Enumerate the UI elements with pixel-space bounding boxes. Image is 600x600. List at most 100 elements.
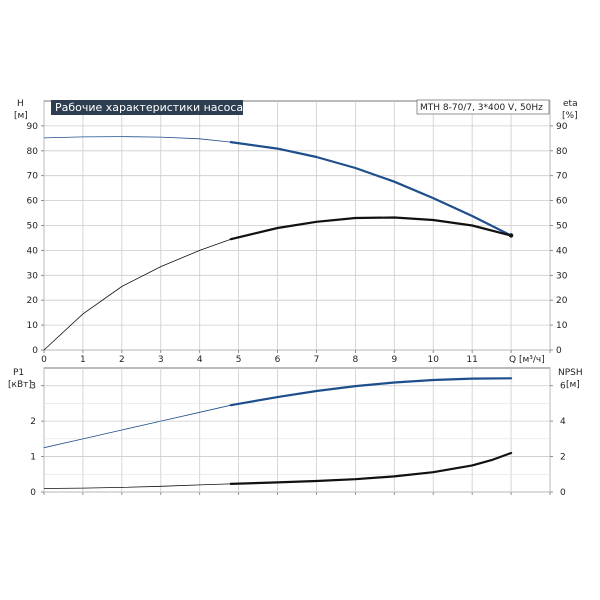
npsh-axis-label-name: NPSH (558, 368, 583, 378)
q-tick-label: 3 (158, 355, 164, 365)
npsh-tick-label: 4 (560, 417, 566, 427)
eta-point (472, 225, 473, 226)
npsh-point (316, 480, 317, 481)
h-tick-label: 70 (27, 172, 39, 182)
top-grid (43, 101, 551, 351)
h-tick-label: 60 (27, 197, 39, 207)
eta-point (433, 219, 434, 220)
top-curves (43, 136, 514, 351)
npsh-point (121, 487, 122, 488)
eta-tick-label: 10 (556, 321, 568, 331)
npsh-point (491, 460, 492, 461)
q-tick-label: 6 (275, 355, 281, 365)
h-axis-label-unit: [м] (14, 111, 28, 121)
npsh-point (355, 479, 356, 480)
q-tick-label: 10 (428, 355, 440, 365)
p1-point (316, 390, 317, 391)
npsh-point (160, 486, 161, 487)
h-point (82, 136, 83, 137)
h-point (277, 148, 278, 149)
eta-tick-label: 70 (556, 172, 568, 182)
p1-curve-operating (229, 377, 513, 407)
eta-tick-label: 40 (556, 246, 568, 256)
npsh-point (199, 484, 200, 485)
h-point (433, 198, 434, 199)
h-tick-label: 90 (27, 122, 39, 132)
eta-tick-label: 60 (556, 197, 568, 207)
bottom-grid (43, 368, 551, 495)
eta-point (121, 286, 122, 287)
h-point (394, 181, 395, 182)
q-tick-label: 8 (353, 355, 359, 365)
q-axis-label: Q [м³/ч] (509, 355, 545, 365)
npsh-tick-label: 6 (560, 382, 566, 392)
h-tick-label: 20 (27, 296, 39, 306)
h-eta-end-marker (508, 233, 514, 238)
model-label: MTH 8-70/7, 3*400 V, 50Hz (420, 103, 543, 113)
eta-point (316, 221, 317, 222)
p1-point (277, 396, 278, 397)
model-box (416, 99, 550, 115)
h-axis-label-name: H (17, 99, 24, 109)
npsh-point (472, 465, 473, 466)
p1-point (121, 429, 122, 430)
q-tick-label: 2 (119, 355, 125, 365)
eta-tick-label: 80 (556, 147, 568, 157)
npsh-point (230, 483, 231, 484)
h-point (160, 137, 161, 138)
chart-title-box (51, 100, 243, 115)
h-point (43, 137, 44, 138)
p1-tick-label: 1 (30, 453, 36, 463)
p1-tick-label: 0 (30, 488, 36, 498)
bottom-ticks: 0 1 2 3 0 2 4 6 (30, 382, 566, 498)
q-tick-label: 4 (197, 355, 203, 365)
h-tick-label: 0 (32, 346, 38, 356)
eta-tick-label: 20 (556, 296, 568, 306)
h-point (316, 156, 317, 157)
q-tick-label: 7 (314, 355, 320, 365)
npsh-tick-label: 0 (560, 488, 566, 498)
eta-axis-label-name: eta (563, 99, 578, 109)
eta-tick-label: 0 (556, 346, 562, 356)
npsh-tick-label: 2 (560, 453, 566, 463)
eta-tick-label: 50 (556, 222, 568, 232)
eta-tick-label: 30 (556, 271, 568, 281)
h-point (355, 167, 356, 168)
eta-point (394, 217, 395, 218)
h-tick-label: 10 (27, 321, 39, 331)
eta-curve-operating (229, 216, 513, 241)
p1-point (472, 378, 473, 379)
p1-point (433, 379, 434, 380)
npsh-curve-operating (229, 451, 513, 485)
p1-axis-label-name: P1 (13, 368, 24, 378)
h-tick-label: 80 (27, 147, 39, 157)
h-point (199, 138, 200, 139)
npsh-point (277, 482, 278, 483)
p1-point (355, 385, 356, 386)
h-point (230, 141, 231, 142)
h-curve-operating (229, 141, 513, 237)
p1-point (199, 412, 200, 413)
eta-tick-label: 90 (556, 122, 568, 132)
npsh-point (510, 452, 511, 453)
p1-tick-label: 2 (30, 417, 36, 427)
npsh-point (82, 488, 83, 489)
eta-point (277, 227, 278, 228)
q-tick-label: 0 (41, 355, 47, 365)
h-tick-label: 50 (27, 222, 39, 232)
p1-point (510, 378, 511, 379)
eta-point (355, 217, 356, 218)
q-tick-label: 1 (80, 355, 86, 365)
p1-point (394, 382, 395, 383)
h-tick-label: 30 (27, 271, 39, 281)
npsh-axis-label-unit: [м] (566, 380, 580, 390)
q-tick-label: 5 (236, 355, 242, 365)
p1-tick-label: 3 (30, 382, 36, 392)
eta-point (82, 313, 83, 314)
h-tick-label: 40 (27, 246, 39, 256)
q-tick-label: 9 (391, 355, 397, 365)
q-tick-label: 11 (466, 355, 477, 365)
eta-point (230, 239, 231, 240)
